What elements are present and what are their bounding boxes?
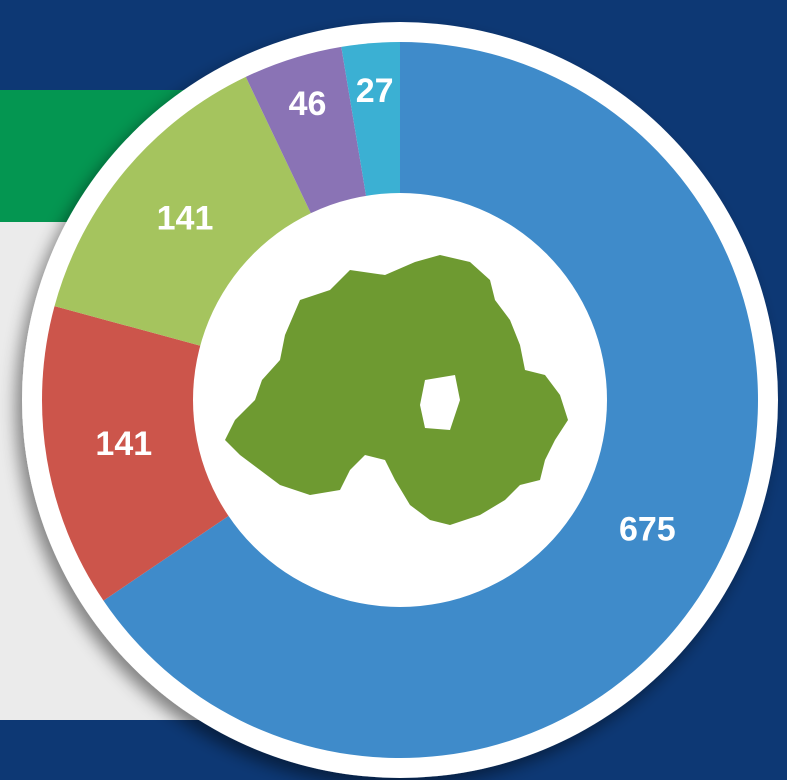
- data-label: 675: [619, 510, 676, 548]
- data-label: 27: [356, 72, 394, 110]
- data-label: 141: [95, 425, 152, 463]
- map-icon: [225, 255, 568, 525]
- data-label: 141: [157, 200, 214, 238]
- data-label: 46: [289, 85, 327, 123]
